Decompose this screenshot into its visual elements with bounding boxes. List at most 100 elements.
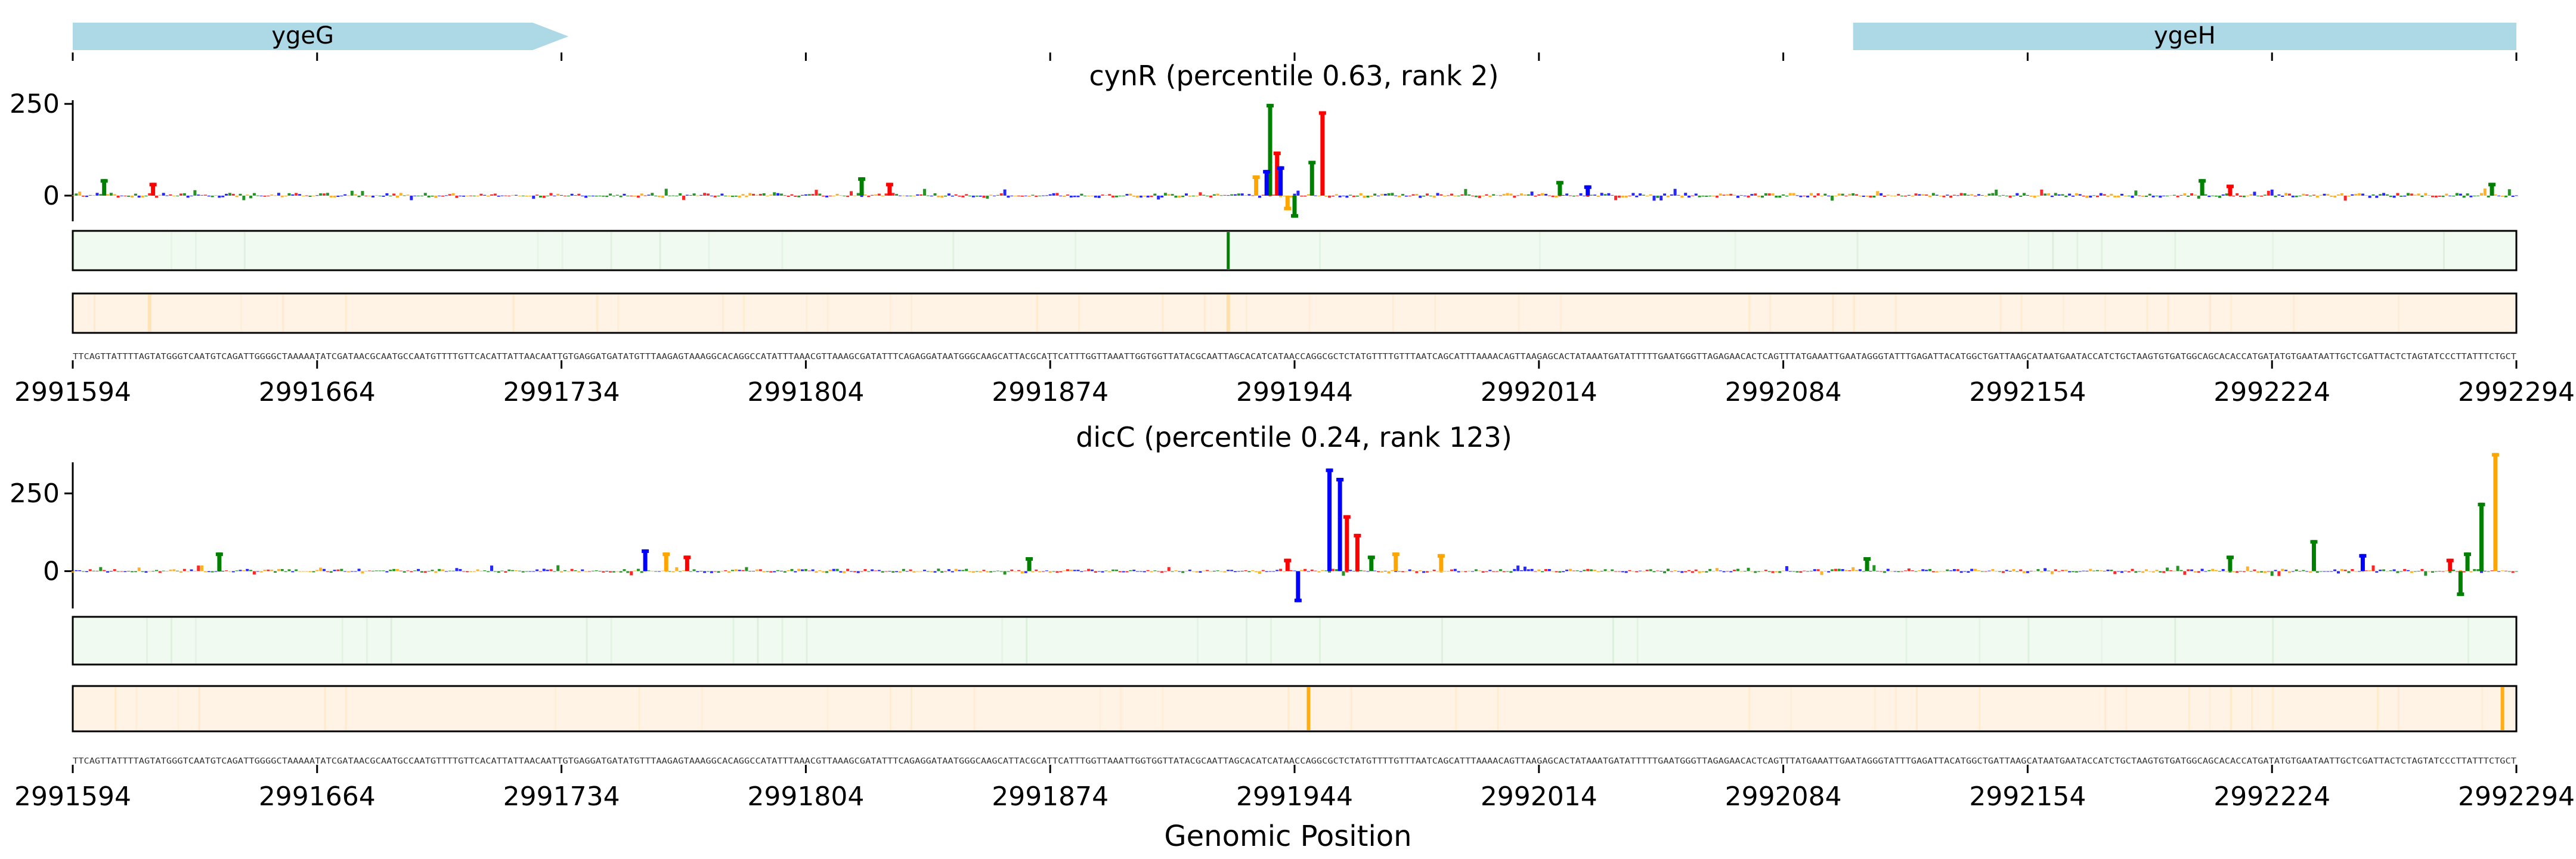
logo-peak: [2200, 179, 2205, 196]
green-track-cell: [781, 618, 784, 663]
logo-letter: [1076, 570, 1080, 571]
logo-peak-cap: [2226, 555, 2234, 560]
logo-letter: [871, 194, 874, 196]
logo-letter: [1247, 571, 1251, 572]
logo-letter: [762, 571, 766, 573]
x-tick-label: 2991874: [992, 377, 1109, 407]
logo-letter: [1272, 194, 1275, 196]
logo-letter: [717, 571, 720, 573]
logo-letter: [779, 193, 783, 196]
logo-letter: [490, 194, 494, 196]
logo-letter: [2187, 195, 2190, 197]
logo-letter: [538, 195, 542, 197]
logo-letter: [2225, 193, 2228, 196]
x-tick-label: 2992294: [2458, 781, 2575, 812]
logo-letter: [2364, 570, 2368, 571]
logo-letter: [1223, 194, 1227, 196]
green-track-cell: [170, 232, 172, 269]
logo-letter: [2095, 195, 2099, 197]
logo-letter: [88, 569, 92, 571]
logo-letter: [203, 571, 207, 573]
logo-letter: [2131, 568, 2134, 571]
logo-letter: [1959, 571, 1963, 573]
logo-letter: [1841, 193, 1844, 196]
logo-letter: [1820, 571, 1823, 575]
logo-letter: [2358, 193, 2361, 196]
logo-letter: [2172, 194, 2176, 196]
orange-track-marks: [94, 295, 2399, 332]
green-track-cell: [194, 232, 197, 269]
green-track-cell: [2027, 232, 2030, 269]
gene-arrow-ygeh: [1853, 23, 2516, 50]
logo-letter: [2379, 194, 2382, 196]
logo-letter: [109, 193, 113, 196]
logo-letter: [2267, 190, 2270, 196]
x-tick-label: 2991664: [259, 781, 376, 812]
logo-letter: [2351, 194, 2354, 196]
logo-letter: [2309, 571, 2312, 573]
y-tick-label: 250: [10, 89, 60, 119]
green-track-cell: [1026, 618, 1028, 663]
logo-letter: [1328, 195, 1332, 198]
logo-letter: [1063, 195, 1066, 197]
logo-letter: [1185, 193, 1188, 196]
logo-letter: [1411, 570, 1415, 571]
logo-letter: [563, 570, 566, 571]
orange-track-cell: [1246, 295, 1248, 332]
orange-track-cell: [1832, 295, 1834, 332]
logo-letter: [741, 570, 745, 571]
logo-letter: [1656, 195, 1659, 198]
logo-letter: [801, 194, 804, 196]
logo-letter: [982, 195, 986, 198]
logo-letter: [954, 568, 958, 571]
logo-letter: [431, 570, 434, 571]
logo-letter: [846, 568, 850, 571]
logo-letter: [1959, 193, 1963, 196]
logo-letter: [1408, 569, 1411, 571]
logo-letter: [242, 195, 246, 200]
logo-letter: [438, 568, 441, 571]
logo-letter: [2089, 195, 2092, 198]
logo-letter: [2246, 566, 2249, 571]
logo-letter: [2270, 571, 2274, 576]
logo-letter: [385, 193, 389, 196]
logo-letter: [1304, 568, 1307, 571]
logo-letter: [141, 195, 144, 197]
logo-letter: [1143, 571, 1146, 573]
logo-letter: [797, 568, 801, 571]
logo-letter: [2228, 571, 2232, 573]
logo-letter: [1227, 570, 1230, 571]
logo-letter: [1101, 571, 1104, 573]
logo-letter: [1956, 569, 1959, 571]
logo-letter: [2407, 193, 2410, 196]
logo-letter: [2277, 571, 2281, 576]
green-track-frame: [72, 616, 2518, 666]
x-tick-label: 2991664: [259, 377, 376, 407]
logo-letter: [1586, 568, 1590, 571]
logo-letter: [2155, 570, 2159, 571]
logo-letter: [2511, 195, 2515, 197]
logo-letter: [410, 571, 413, 573]
logo-letter: [1603, 194, 1607, 196]
logo-letter: [2036, 569, 2040, 571]
logo-letter: [2044, 568, 2047, 571]
logo-letter: [2026, 195, 2029, 196]
logo-letter: [2190, 569, 2194, 571]
logo-letter: [881, 571, 884, 573]
logo-letter: [1345, 195, 1349, 198]
logo-letter: [1104, 570, 1108, 571]
logo-letter: [1240, 193, 1244, 196]
logo-letter: [1035, 195, 1038, 197]
logo-letter: [787, 570, 790, 571]
logo-letter: [2413, 194, 2417, 196]
logo-letter: [1087, 568, 1091, 571]
logo-letter: [2315, 571, 2319, 573]
logo-letter: [395, 195, 399, 198]
orange-track-cell: [638, 687, 640, 730]
logo-letter: [427, 195, 431, 197]
orange-track-cell: [2230, 687, 2232, 730]
logo-letter: [308, 195, 312, 197]
green-track-cell: [732, 618, 735, 663]
orange-track-cell: [2272, 687, 2274, 730]
logo-letter: [1003, 571, 1007, 575]
